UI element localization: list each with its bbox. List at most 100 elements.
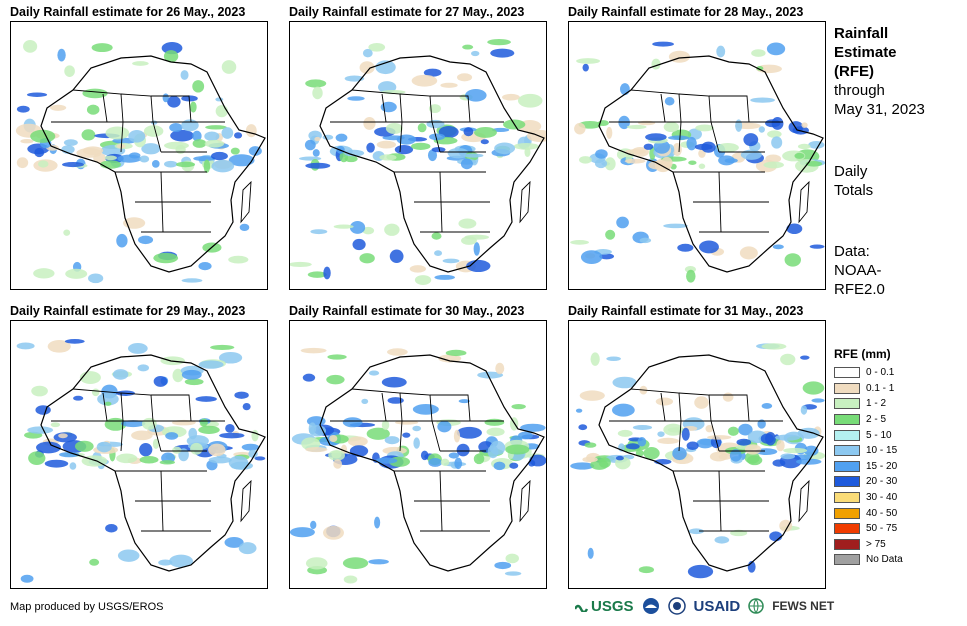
- legend-swatch: [834, 367, 860, 379]
- rainfall-patch: [775, 434, 801, 441]
- country-border: [102, 392, 108, 422]
- legend-rows: 0 - 0.1 0.1 - 1 1 - 2 2 - 5 5 - 10 10 - 15 15 …: [834, 365, 903, 568]
- rainfall-patch: [494, 561, 512, 570]
- rainfall-patch: [198, 261, 212, 271]
- rainfall-patch: [290, 527, 315, 538]
- rainfall-patch: [34, 147, 45, 158]
- country-border: [718, 171, 722, 233]
- country-border: [660, 93, 666, 123]
- country-border: [718, 470, 722, 532]
- rainfall-patch: [780, 453, 796, 460]
- country-border: [630, 388, 682, 422]
- rainfall-patch: [722, 392, 734, 402]
- rainfall-patch: [195, 396, 217, 402]
- rainfall-patch: [667, 135, 690, 141]
- rainfall-patch: [456, 426, 482, 439]
- rainfall-patch: [343, 575, 358, 584]
- usgs-logo: USGS: [575, 598, 634, 615]
- rainfall-patch: [625, 149, 647, 155]
- country-border: [431, 420, 441, 452]
- rainfall-patch: [677, 243, 694, 252]
- country-border: [152, 121, 162, 153]
- rainfall-patch: [199, 418, 208, 427]
- country-border: [798, 479, 810, 523]
- country-border: [160, 470, 164, 532]
- rainfall-patch: [211, 151, 228, 161]
- legend-label: 15 - 20: [866, 460, 898, 472]
- legend-item: 20 - 30: [834, 474, 903, 490]
- rainfall-patch: [116, 453, 138, 464]
- rainfall-patch: [50, 422, 61, 428]
- rainfall-patch: [64, 339, 85, 344]
- rainfall-patch: [645, 133, 667, 141]
- rainfall-patch: [91, 388, 100, 397]
- legend-item: 2 - 5: [834, 412, 903, 428]
- rainfall-patch: [783, 447, 808, 454]
- rainfall-patch: [460, 158, 473, 170]
- rainfall-patch: [224, 536, 244, 548]
- rainfall-patch: [162, 93, 169, 103]
- usaid-logo-text: USAID: [693, 597, 741, 615]
- rainfall-patch: [204, 139, 225, 148]
- rainfall-patch: [300, 347, 327, 354]
- rainfall-patch: [208, 443, 226, 457]
- rainfall-patch: [579, 390, 605, 401]
- rainfall-patch: [112, 369, 129, 380]
- rainfall-patch: [64, 65, 75, 77]
- rainfall-patch: [74, 440, 94, 452]
- rainfall-patch: [570, 240, 589, 245]
- rainfall-patch: [729, 449, 742, 462]
- rainfall-patch: [387, 397, 404, 404]
- rainfall-patch: [458, 218, 477, 229]
- rainfall-patch: [582, 63, 589, 72]
- rainfall-patch: [570, 462, 595, 470]
- rainfall-patch: [35, 405, 51, 415]
- rainfall-patch: [310, 229, 328, 235]
- rainfall-patch: [784, 253, 801, 267]
- rainfall-patch: [305, 79, 327, 88]
- legend-label: 0.1 - 1: [866, 382, 895, 394]
- country-border: [798, 180, 810, 224]
- rainfall-patch: [192, 130, 202, 142]
- legend-label: 5 - 10: [866, 429, 892, 441]
- legend-label: 10 - 15: [866, 445, 898, 457]
- rainfall-patch: [750, 97, 775, 103]
- rainfall-patch: [576, 58, 600, 64]
- rainfall-patch: [161, 42, 183, 55]
- rainfall-patch: [486, 427, 505, 437]
- rainfall-patch: [181, 369, 202, 380]
- rainfall-patch: [170, 129, 194, 142]
- legend-item: 0.1 - 1: [834, 381, 903, 397]
- rainfall-patch: [366, 142, 375, 153]
- rainfall-patch: [718, 155, 735, 166]
- rainfall-patch: [342, 417, 363, 428]
- rainfall-patch: [461, 236, 477, 245]
- rainfall-patch: [587, 547, 594, 559]
- rainfall-patch: [804, 445, 819, 456]
- rainfall-patch: [687, 564, 714, 579]
- africa-coastline: [319, 55, 545, 273]
- rainfall-patch: [305, 557, 328, 570]
- rainfall-patch: [139, 155, 150, 163]
- panel-title-31: Daily Rainfall estimate for 31 May., 202…: [568, 304, 804, 318]
- rainfall-patch: [780, 353, 796, 366]
- legend-swatch: [834, 554, 860, 566]
- rainfall-patch: [594, 158, 608, 169]
- map-panel-28: [568, 21, 826, 290]
- rainfall-patch: [769, 531, 783, 542]
- rainfall-patch: [159, 460, 175, 465]
- africa-map: [290, 347, 546, 584]
- rainfall-patch: [342, 557, 369, 569]
- rainfall-patch: [761, 343, 787, 350]
- rainfall-patch: [181, 278, 203, 283]
- rainfall-patch: [81, 129, 96, 141]
- country-border: [660, 392, 666, 422]
- rainfall-patch: [582, 456, 598, 463]
- rainfall-patch: [509, 462, 519, 469]
- rainfall-patch: [504, 571, 522, 576]
- footer-credit: Map produced by USGS/EROS: [10, 601, 164, 613]
- rainfall-patch: [248, 449, 258, 458]
- rainfall-patch: [180, 70, 189, 80]
- rainfall-patch: [740, 149, 762, 160]
- rainfall-patch: [423, 68, 442, 77]
